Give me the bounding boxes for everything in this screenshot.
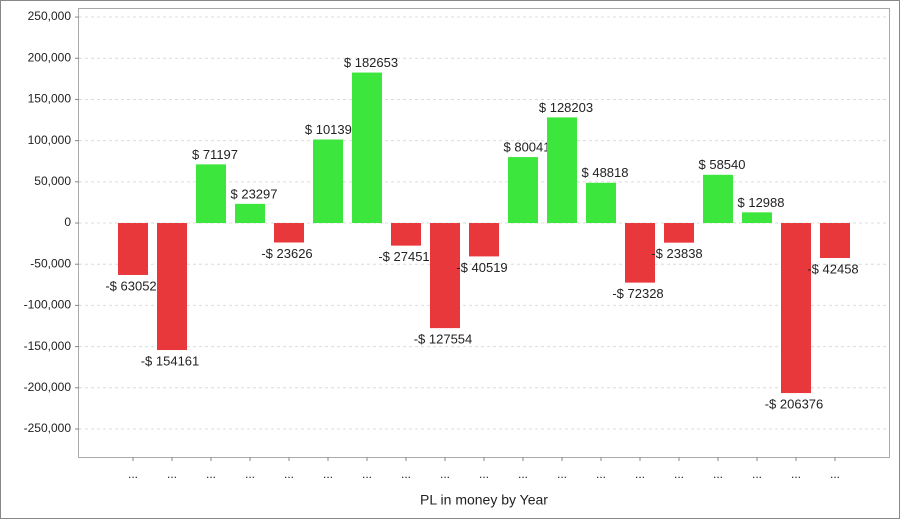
- y-tick-label: -150,000: [24, 339, 72, 353]
- x-axis-label: PL in money by Year: [420, 492, 548, 508]
- data-label: -$ 40519: [456, 260, 507, 275]
- bar: [118, 223, 148, 275]
- y-tick-label: -100,000: [24, 298, 72, 312]
- bar: [391, 223, 421, 246]
- y-tick-label: 100,000: [28, 133, 72, 147]
- data-label: $ 71197: [192, 147, 238, 162]
- y-tick-label: 150,000: [28, 92, 72, 106]
- data-label: $ 58540: [699, 157, 746, 172]
- bar: [781, 223, 811, 394]
- x-tick-label: ...: [674, 467, 684, 481]
- data-label: -$ 206376: [765, 396, 824, 411]
- bar: [196, 164, 226, 224]
- y-tick-label: 250,000: [28, 9, 72, 23]
- data-label: $ 101394: [305, 122, 359, 137]
- x-tick-label: ...: [635, 467, 645, 481]
- data-label: -$ 42458: [807, 261, 858, 276]
- x-tick-label: ...: [284, 467, 294, 481]
- data-label: $ 80041: [504, 140, 551, 155]
- bar: [235, 203, 265, 224]
- bar: [430, 223, 460, 329]
- bar: [586, 182, 616, 224]
- x-tick-label: ...: [479, 467, 489, 481]
- data-label: $ 128203: [539, 100, 593, 115]
- bar: [703, 174, 733, 224]
- x-tick-label: ...: [713, 467, 723, 481]
- x-tick-label: ...: [362, 467, 372, 481]
- bar: [625, 223, 655, 283]
- y-tick-label: 0: [64, 215, 71, 229]
- bar: [508, 157, 538, 224]
- y-tick-label: 200,000: [28, 50, 72, 64]
- bar: [820, 223, 850, 259]
- x-tick-label: ...: [206, 467, 216, 481]
- bar: [547, 117, 577, 224]
- bar: [157, 223, 187, 351]
- bar: [274, 223, 304, 243]
- bar: [469, 223, 499, 257]
- data-label: -$ 23626: [261, 246, 312, 261]
- x-tick-label: ...: [830, 467, 840, 481]
- x-tick-label: ...: [245, 467, 255, 481]
- x-tick-label: ...: [323, 467, 333, 481]
- y-tick-label: -200,000: [24, 380, 72, 394]
- x-tick-label: ...: [596, 467, 606, 481]
- bar: [664, 223, 694, 243]
- x-tick-label: ...: [401, 467, 411, 481]
- x-tick-label: ...: [518, 467, 528, 481]
- data-label: -$ 72328: [612, 286, 663, 301]
- bar: [742, 212, 772, 224]
- y-tick-label: -50,000: [30, 256, 71, 270]
- data-label: -$ 63052: [105, 278, 156, 293]
- data-label: $ 48818: [582, 165, 629, 180]
- x-tick-label: ...: [752, 467, 762, 481]
- y-tick-label: 50,000: [34, 174, 71, 188]
- data-label: -$ 154161: [141, 353, 200, 368]
- data-label: -$ 127554: [414, 332, 473, 347]
- data-label: $ 12988: [738, 195, 785, 210]
- data-label: -$ 23838: [651, 246, 702, 261]
- data-label: $ 23297: [231, 186, 278, 201]
- x-tick-label: ...: [557, 467, 567, 481]
- x-tick-label: ...: [128, 467, 138, 481]
- x-tick-label: ...: [791, 467, 801, 481]
- data-label: $ 182653: [344, 55, 398, 70]
- data-label: -$ 27451: [378, 249, 429, 264]
- x-tick-label: ...: [440, 467, 450, 481]
- x-tick-label: ...: [167, 467, 177, 481]
- y-tick-label: -250,000: [24, 421, 72, 435]
- bar: [313, 139, 343, 224]
- bar: [352, 72, 382, 224]
